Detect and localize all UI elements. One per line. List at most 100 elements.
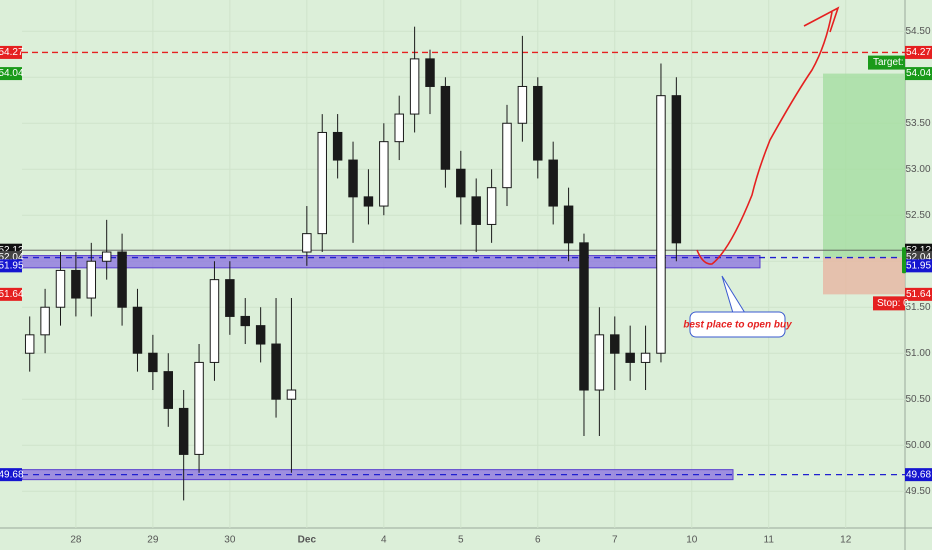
target-tag-label: Target: xyxy=(873,57,904,68)
price-tag-label: 51.95 xyxy=(906,260,931,271)
price-tag xyxy=(0,45,22,59)
candle-body xyxy=(425,58,435,87)
price-tag xyxy=(905,287,932,301)
candle-body xyxy=(302,233,312,253)
candle-body xyxy=(132,306,143,354)
candle-body xyxy=(178,407,189,455)
candle-body xyxy=(225,279,235,317)
x-tick-label: Dec xyxy=(298,535,317,546)
drawn-arrow xyxy=(696,11,833,265)
loss-zone xyxy=(823,257,905,295)
price-tag-label: 52.04 xyxy=(0,252,24,263)
y-tick-label: 54.50 xyxy=(905,26,930,37)
candle-body xyxy=(517,85,528,124)
price-tag-label: 51.64 xyxy=(0,289,24,300)
candle-body xyxy=(440,85,451,170)
x-tick-label: 29 xyxy=(147,535,159,546)
candle-body xyxy=(563,205,574,244)
y-tick-label: 53.00 xyxy=(905,164,930,175)
price-tag xyxy=(0,259,22,273)
candle-body xyxy=(471,196,481,225)
candle-body xyxy=(394,113,404,143)
x-tick-label: 30 xyxy=(224,535,236,546)
stop-tag xyxy=(873,296,905,311)
candle-body xyxy=(409,58,420,115)
candle-body xyxy=(317,131,327,235)
candle-body xyxy=(332,131,343,161)
callout-box xyxy=(689,311,786,338)
price-tag xyxy=(0,67,22,81)
y-tick-label: 49.50 xyxy=(905,486,930,497)
price-tag xyxy=(905,45,932,59)
price-tag-label: 54.27 xyxy=(906,47,931,58)
candle-body xyxy=(71,269,81,299)
x-tick-label: 4 xyxy=(381,535,387,546)
candle-body xyxy=(101,251,112,262)
candle-body xyxy=(533,85,543,161)
candle-body xyxy=(610,334,620,354)
price-tag xyxy=(0,287,22,301)
target-tag xyxy=(868,55,905,70)
x-tick-label: 6 xyxy=(535,535,541,546)
x-tick-label: 5 xyxy=(458,535,464,546)
candle-body xyxy=(209,279,220,363)
callout-text: best place to open buy xyxy=(683,320,792,331)
candle-body xyxy=(40,306,50,336)
candle-body xyxy=(456,168,466,198)
candle-body xyxy=(379,141,389,207)
price-tag-label: 54.04 xyxy=(906,68,931,79)
candle-body xyxy=(163,371,174,409)
candle-body xyxy=(625,352,635,363)
y-tick-label: 52.50 xyxy=(905,210,930,221)
candle-body xyxy=(640,352,651,363)
x-tick-label: 28 xyxy=(70,535,82,546)
price-tag-label: 52.12 xyxy=(906,245,931,256)
candle-body xyxy=(486,187,497,225)
price-tag-label: 49.68 xyxy=(906,469,931,480)
candle-body xyxy=(656,95,666,354)
price-tag xyxy=(905,259,932,273)
candle-body xyxy=(286,389,297,400)
price-tag-label: 54.04 xyxy=(0,68,24,79)
candle-body xyxy=(502,122,512,189)
x-tick-label: 12 xyxy=(840,535,852,546)
candle-body xyxy=(579,242,589,391)
stop-tag-label: Stop: 0 xyxy=(877,298,909,309)
price-tag-label: 54.27 xyxy=(0,47,24,58)
candle-body xyxy=(24,334,35,354)
price-tag-label: 52.04 xyxy=(906,252,931,263)
candle-body xyxy=(240,315,250,327)
price-tag xyxy=(905,468,932,482)
y-tick-label: 51.00 xyxy=(905,348,930,359)
candle-body xyxy=(86,260,97,299)
candle-body xyxy=(194,361,204,455)
price-tag-label: 52.12 xyxy=(0,245,24,256)
price-tag xyxy=(905,67,932,81)
drawn-arrowhead xyxy=(803,6,840,33)
candle-body xyxy=(363,196,374,207)
price-tag xyxy=(0,468,22,482)
price-tag-label: 51.95 xyxy=(0,260,24,271)
candle-body xyxy=(594,334,605,391)
x-tick-label: 7 xyxy=(612,535,618,546)
profit-zone xyxy=(823,73,905,258)
candle-body xyxy=(55,269,66,308)
candle-body xyxy=(671,95,682,244)
y-tick-label: 51.50 xyxy=(905,302,930,313)
y-tick-label: 53.50 xyxy=(905,118,930,129)
price-tag-label: 51.64 xyxy=(906,289,931,300)
price-tag-label: 49.68 xyxy=(0,469,24,480)
x-tick-label: 10 xyxy=(686,535,698,546)
candle-body xyxy=(548,159,558,207)
y-tick-label: 50.00 xyxy=(905,440,930,451)
candle-body xyxy=(117,251,127,308)
position-handle xyxy=(902,247,906,274)
candle-body xyxy=(148,352,158,373)
y-tick-label: 50.50 xyxy=(905,394,930,405)
x-tick-label: 11 xyxy=(764,535,775,546)
candle-body xyxy=(255,325,266,345)
candle-body xyxy=(348,159,358,198)
candle-body xyxy=(271,343,281,400)
